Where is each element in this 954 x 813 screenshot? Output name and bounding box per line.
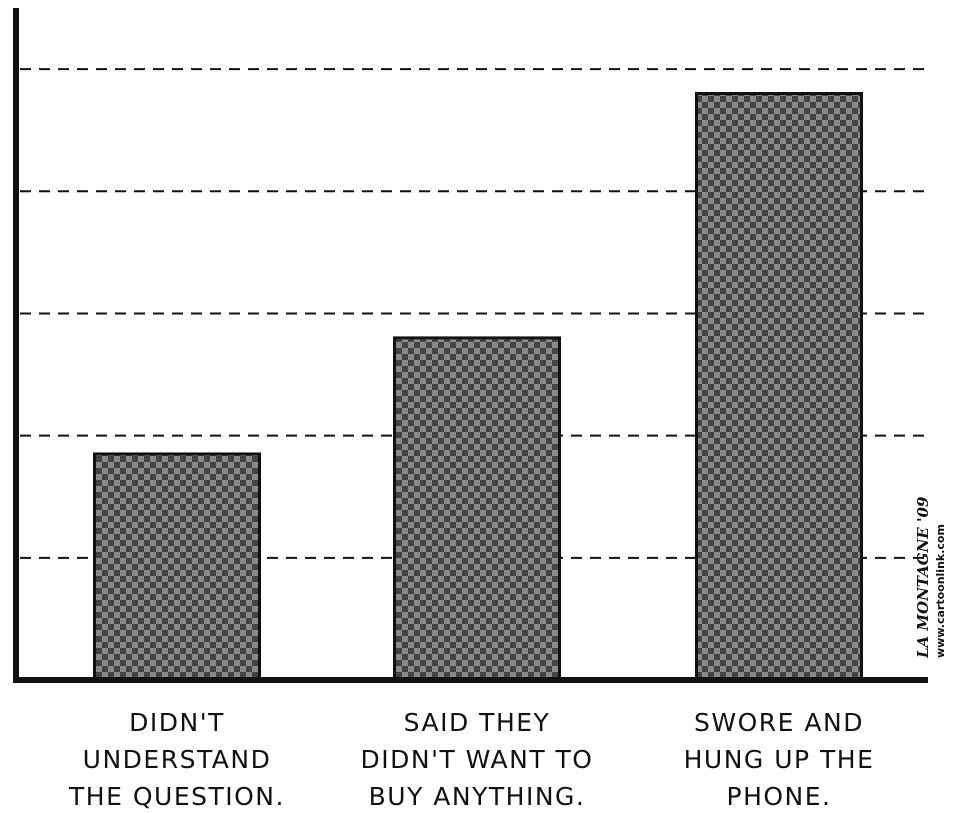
category-label-line: DIDN'T WANT TO bbox=[361, 745, 594, 774]
website-credit: www.cartoonlink.com bbox=[934, 524, 947, 658]
category-label-line: BUY ANYTHING. bbox=[369, 782, 586, 811]
category-labels: DIDN'T UNDERSTAND THE QUESTION. SAID THEY DI… bbox=[68, 708, 875, 811]
category-label: SWORE AND HUNG UP THE PHONE. bbox=[684, 708, 875, 811]
category-label-line: SWORE AND bbox=[694, 708, 864, 737]
category-label: SAID THEY DIDN'T WANT TO BUY ANYTHING. bbox=[361, 708, 594, 811]
category-label-line: HUNG UP THE bbox=[684, 745, 875, 774]
category-label-line: THE QUESTION. bbox=[68, 782, 285, 811]
artist-signature: LA MONTAGNE '09 bbox=[914, 496, 932, 659]
bar bbox=[695, 92, 863, 682]
bar bbox=[393, 336, 561, 682]
bar bbox=[93, 452, 261, 682]
category-label-line: UNDERSTAND bbox=[83, 745, 272, 774]
category-label: DIDN'T UNDERSTAND THE QUESTION. bbox=[68, 708, 285, 811]
bars bbox=[93, 92, 863, 682]
category-label-line: PHONE. bbox=[727, 782, 832, 811]
artist-credit: LA MONTAGNE '09 www.cartoonlink.com bbox=[914, 496, 947, 659]
category-label-line: SAID THEY bbox=[404, 708, 551, 737]
category-label-line: DIDN'T bbox=[129, 708, 225, 737]
